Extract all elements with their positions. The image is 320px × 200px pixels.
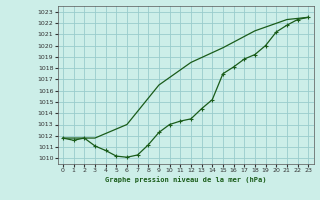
X-axis label: Graphe pression niveau de la mer (hPa): Graphe pression niveau de la mer (hPa) bbox=[105, 176, 266, 183]
